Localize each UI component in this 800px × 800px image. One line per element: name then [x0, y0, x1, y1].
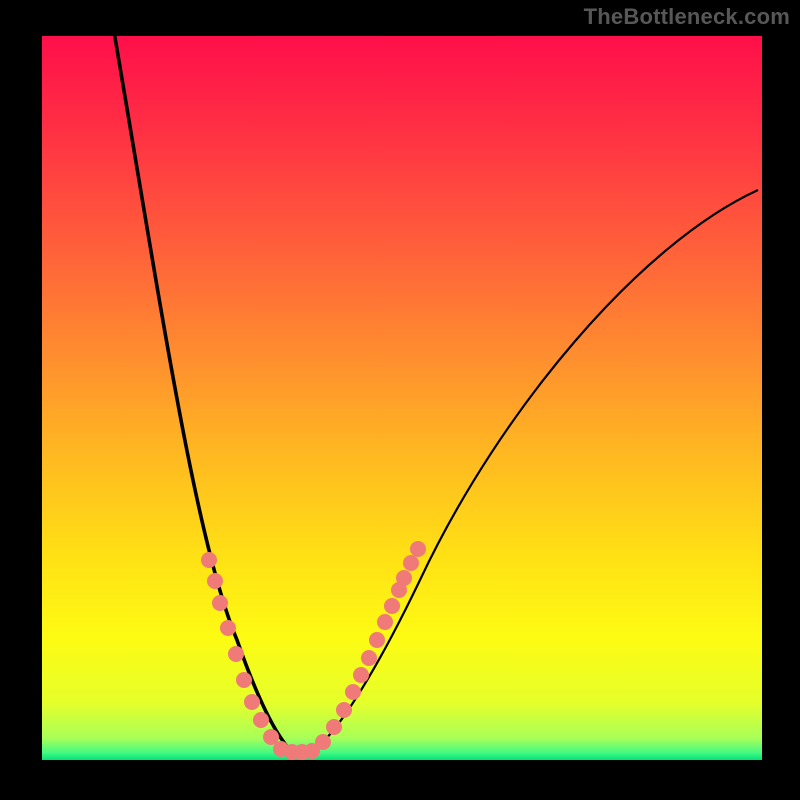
plot-gradient-background — [42, 36, 762, 760]
chart-stage: TheBottleneck.com — [0, 0, 800, 800]
attribution-text: TheBottleneck.com — [584, 4, 790, 30]
